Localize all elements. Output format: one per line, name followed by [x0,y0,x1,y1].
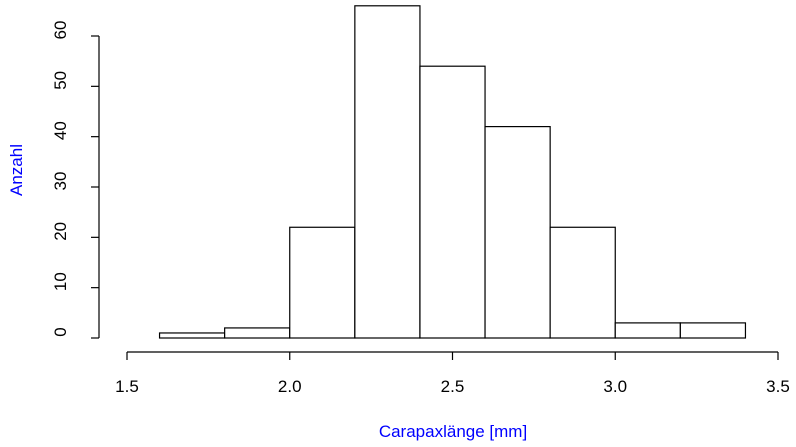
x-tick-label: 3.0 [603,377,627,396]
x-tick-label: 3.5 [766,377,790,396]
histogram-bar-8 [614,322,681,339]
x-axis-ticks: 1.5 2.0 2.5 3.0 3.5 [115,352,790,396]
y-axis: 0 10 20 30 40 50 60 [51,21,100,339]
y-tick-label: 40 [51,121,70,140]
histogram-bar-5 [419,65,486,339]
y-tick-label: 20 [51,222,70,241]
histogram-bar-7 [549,226,616,339]
x-tick-label: 1.5 [115,377,139,396]
histogram-bar-3 [289,226,356,339]
histogram-bar-4 [354,5,421,339]
y-tick-label: 10 [51,272,70,291]
y-axis-ticks: 0 10 20 30 40 50 60 [51,21,99,339]
histogram-bar-2 [224,327,291,339]
y-tick-label: 60 [51,21,70,40]
x-tick-label: 2.5 [441,377,465,396]
histogram-bar-1 [158,332,226,339]
y-axis-title: Anzahl [7,144,26,196]
x-axis: 1.5 2.0 2.5 3.0 3.5 [115,351,790,396]
x-tick-label: 2.0 [278,377,302,396]
histogram-bar-9 [679,322,747,339]
histogram-bars [158,5,747,339]
y-tick-label: 50 [51,71,70,90]
y-tick-label: 30 [51,172,70,191]
y-tick-label: 0 [51,327,70,336]
histogram-bar-6 [484,125,551,339]
x-axis-title: Carapaxlänge [mm] [379,422,527,441]
